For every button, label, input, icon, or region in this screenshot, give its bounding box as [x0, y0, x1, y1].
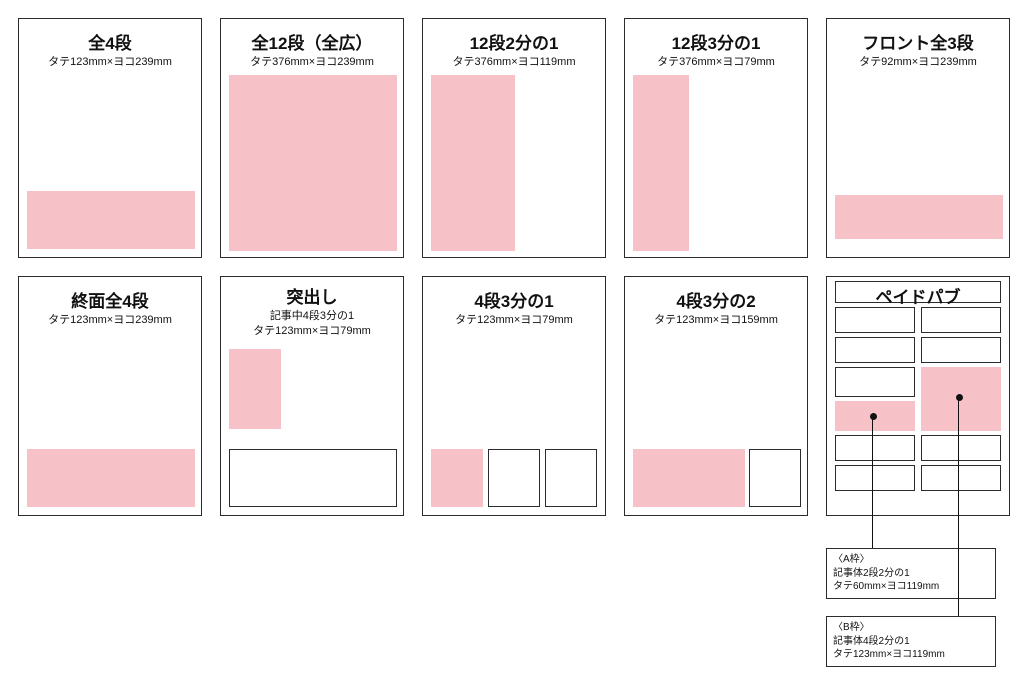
outline-region — [488, 449, 540, 507]
outline-region — [835, 435, 915, 461]
pink-region — [431, 75, 515, 251]
outline-region — [545, 449, 597, 507]
pink-region — [27, 449, 195, 507]
ad-size-grid: 全4段タテ123mm×ヨコ239mm全12段（全広）タテ376mm×ヨコ239m… — [18, 18, 1001, 516]
callout-a-line2: タテ60mm×ヨコ119mm — [833, 580, 989, 594]
outline-region — [835, 367, 915, 397]
card-title: フロント全3段 — [827, 29, 1009, 54]
pink-region — [229, 75, 397, 251]
callout-dot — [870, 413, 877, 420]
callout-a-box: 〈A枠〉 記事体2段2分の1 タテ60mm×ヨコ119mm — [826, 548, 996, 599]
card-title: ペイドパブ — [827, 283, 1009, 308]
callout-b-box: 〈B枠〉 記事体4段2分の1 タテ123mm×ヨコ119mm — [826, 616, 996, 667]
card-title: 全4段 — [19, 29, 201, 54]
ad-card-c2: 全12段（全広）タテ376mm×ヨコ239mm — [220, 18, 404, 258]
ad-card-c1: 全4段タテ123mm×ヨコ239mm — [18, 18, 202, 258]
outline-region — [921, 337, 1001, 363]
card-title: 全12段（全広） — [221, 29, 403, 54]
card-title: 終面全4段 — [19, 287, 201, 312]
ad-card-c8: 4段3分の1タテ123mm×ヨコ79mm — [422, 276, 606, 516]
outline-region — [835, 307, 915, 333]
outline-region — [835, 465, 915, 491]
card-title: 4段3分の1 — [423, 287, 605, 312]
callout-b-label: 〈B枠〉 — [833, 621, 989, 635]
pink-region — [27, 191, 195, 249]
card-title: 突出し — [221, 283, 403, 308]
ad-card-c9: 4段3分の2タテ123mm×ヨコ159mm — [624, 276, 808, 516]
callout-a-line1: 記事体2段2分の1 — [833, 567, 989, 581]
outline-region — [229, 449, 397, 507]
ad-card-c6: 終面全4段タテ123mm×ヨコ239mm — [18, 276, 202, 516]
pink-region — [229, 349, 281, 429]
outline-region — [921, 307, 1001, 333]
card-sub2: タテ123mm×ヨコ79mm — [221, 322, 403, 338]
pink-region — [633, 449, 745, 507]
card-title: 4段3分の2 — [625, 287, 807, 312]
card-sub1: タテ123mm×ヨコ239mm — [19, 53, 201, 69]
ad-card-c4: 12段3分の1タテ376mm×ヨコ79mm — [624, 18, 808, 258]
card-title: 12段2分の1 — [423, 29, 605, 54]
ad-card-c3: 12段2分の1タテ376mm×ヨコ119mm — [422, 18, 606, 258]
outline-region — [921, 465, 1001, 491]
card-sub1: タテ123mm×ヨコ239mm — [19, 311, 201, 327]
outline-region — [835, 337, 915, 363]
callout-dot — [956, 394, 963, 401]
callout-b-line1: 記事体4段2分の1 — [833, 635, 989, 649]
outline-region — [921, 435, 1001, 461]
callout-a-label: 〈A枠〉 — [833, 553, 989, 567]
card-sub1: タテ376mm×ヨコ239mm — [221, 53, 403, 69]
card-sub1: タテ123mm×ヨコ159mm — [625, 311, 807, 327]
callout-b-line2: タテ123mm×ヨコ119mm — [833, 648, 989, 662]
card-sub1: タテ123mm×ヨコ79mm — [423, 311, 605, 327]
ad-card-c10: ペイドパブ — [826, 276, 1010, 516]
ad-card-c5: フロント全3段タテ92mm×ヨコ239mm — [826, 18, 1010, 258]
card-sub1: タテ376mm×ヨコ119mm — [423, 53, 605, 69]
card-sub1: 記事中4段3分の1 — [221, 307, 403, 323]
card-title: 12段3分の1 — [625, 29, 807, 54]
card-sub1: タテ92mm×ヨコ239mm — [827, 53, 1009, 69]
card-sub1: タテ376mm×ヨコ79mm — [625, 53, 807, 69]
pink-region — [431, 449, 483, 507]
outline-region — [749, 449, 801, 507]
pink-region — [633, 75, 689, 251]
ad-card-c7: 突出し記事中4段3分の1タテ123mm×ヨコ79mm — [220, 276, 404, 516]
pink-region — [835, 195, 1003, 239]
